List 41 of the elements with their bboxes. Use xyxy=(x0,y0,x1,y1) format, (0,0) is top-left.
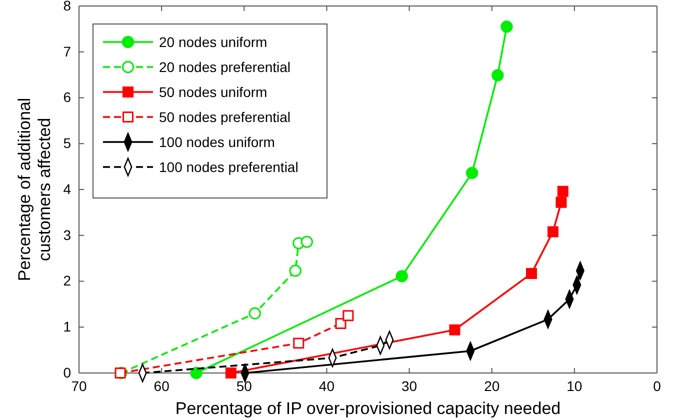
x-tick-label: 60 xyxy=(154,378,170,394)
point xyxy=(557,186,568,197)
point xyxy=(466,166,478,180)
point xyxy=(289,264,302,277)
legend-label: 50 nodes preferential xyxy=(159,109,291,125)
y-tick-label: 7 xyxy=(63,43,72,60)
y-tick-label: 5 xyxy=(63,135,72,152)
y-tick-label: 6 xyxy=(63,89,72,106)
point xyxy=(526,268,537,279)
x-axis-title: Percentage of IP over-provisioned capacity needed xyxy=(175,399,561,418)
y-axis-title: Percentage of additional customers affected xyxy=(15,98,54,282)
point xyxy=(500,20,513,33)
point xyxy=(300,236,313,248)
x-tick-label: 20 xyxy=(484,378,500,394)
legend-label: 20 nodes uniform xyxy=(159,34,268,50)
point xyxy=(449,324,460,336)
x-tick-label: 0 xyxy=(653,378,662,394)
y-tick-label: 3 xyxy=(63,226,72,243)
x-tick-label: 50 xyxy=(236,378,252,394)
point xyxy=(225,368,236,378)
x-tick-label: 40 xyxy=(318,378,335,394)
y-tick-label: 1 xyxy=(63,318,72,335)
point xyxy=(293,338,304,349)
y-tick-label: 8 xyxy=(63,0,72,14)
legend-label: 20 nodes preferential xyxy=(159,59,291,75)
legend-label: 100 nodes preferential xyxy=(159,159,298,175)
legend-label: 100 nodes uniform xyxy=(159,134,275,150)
point xyxy=(342,310,354,322)
point xyxy=(547,226,558,238)
legend-label: 50 nodes uniform xyxy=(159,84,268,100)
point xyxy=(556,196,567,208)
point xyxy=(396,270,408,282)
point xyxy=(190,366,202,380)
y-tick-label: 4 xyxy=(63,180,72,197)
point xyxy=(492,69,504,82)
x-tick-label: 10 xyxy=(566,378,582,394)
y-tick-label: 0 xyxy=(63,364,72,380)
point xyxy=(248,307,261,320)
x-tick-label: 30 xyxy=(401,378,418,394)
x-tick-label: 70 xyxy=(71,378,87,394)
y-tick-label: 2 xyxy=(63,272,72,289)
